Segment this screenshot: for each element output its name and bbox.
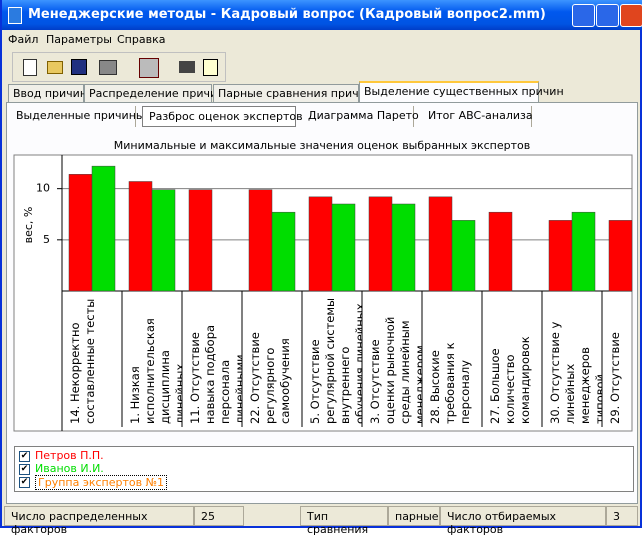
category-cell: 30. Отсутствие у линейных менеджеров тип… (542, 292, 602, 428)
x-tick-label: 3. Отсутствие оценки рыночной среды лине… (368, 316, 422, 424)
category-cell: 28. Высокие требования к персоналу (422, 292, 482, 428)
bar (308, 196, 333, 292)
category-cell: 3. Отсутствие оценки рыночной среды лине… (362, 292, 422, 428)
category-cell: 14. Некорректно составленные тесты (62, 292, 122, 428)
menu-item[interactable]: Файл (8, 33, 39, 46)
print-button[interactable] (99, 60, 117, 75)
x-tick-label: 30. Отсутствие у линейных менеджеров тип… (548, 321, 602, 424)
legend-entry[interactable]: Петров П.П. (35, 449, 104, 462)
chart: Минимальные и максимальные значения оцен… (13, 139, 633, 432)
bar (548, 220, 573, 292)
bar (571, 211, 596, 292)
status-label: Число распределенных факторов (4, 506, 194, 536)
bar (331, 203, 356, 292)
settings-button[interactable] (139, 58, 159, 78)
status-label: Тип сравнения (300, 506, 388, 536)
x-tick-label: 11. Отсутствие навыка подбора персонала … (188, 324, 242, 424)
category-cell: 5. Отсутствие регулярной системы внутрен… (302, 292, 362, 428)
menu-item[interactable]: Параметры (46, 33, 112, 46)
x-tick-label: 27. Большое количество командировок (488, 336, 532, 424)
x-tick-label: 29. Отсутствие (608, 332, 622, 424)
status-label: Число отбираемых факторов (440, 506, 606, 536)
maximize-button[interactable] (596, 4, 619, 27)
status-value: парные (388, 506, 440, 526)
legend-entry[interactable]: Иванов И.И. (35, 462, 104, 475)
bar (428, 196, 453, 292)
app-icon (8, 7, 22, 24)
bar (271, 211, 296, 292)
y-tick-label: 5 (43, 233, 50, 246)
bar (91, 165, 116, 292)
camera-button[interactable] (179, 61, 195, 73)
legend-checkbox[interactable]: ✔ (19, 451, 30, 462)
subtab[interactable]: Диаграмма Парето (302, 106, 419, 127)
open-button[interactable] (47, 61, 63, 74)
bar (608, 220, 633, 292)
subtab[interactable]: Итог ABC-анализа (422, 106, 533, 127)
bar (188, 189, 213, 292)
bar (151, 189, 176, 292)
bar (368, 196, 393, 292)
bar (68, 174, 93, 292)
y-axis-label: вес, % (22, 207, 35, 244)
menu-item[interactable]: Справка (117, 33, 166, 46)
status-value: 3 (606, 506, 638, 526)
category-cell: 22. Отсутствие регулярного самообучения (242, 292, 302, 428)
x-tick-label: 5. Отсутствие регулярной системы внутрен… (308, 297, 362, 424)
category-cell: 27. Большое количество командировок (482, 292, 542, 428)
title-bar: Менеджерские методы - Кадровый вопрос (К… (2, 0, 642, 30)
tab[interactable]: Ввод причин (8, 84, 87, 102)
status-value: 25 (194, 506, 244, 526)
legend-checkbox[interactable]: ✔ (19, 464, 30, 475)
save-button[interactable] (71, 59, 87, 75)
x-tick-label: 14. Некорректно составленные тесты (68, 298, 97, 424)
window-title: Менеджерские методы - Кадровый вопрос (К… (28, 7, 546, 22)
y-tick-label: 10 (36, 182, 50, 195)
legend-checkbox[interactable]: ✔ (19, 477, 30, 488)
new-button[interactable] (23, 59, 37, 76)
x-tick-label: 28. Высокие требования к персоналу (428, 342, 472, 424)
subtab[interactable]: Выделенные причины (10, 106, 145, 127)
tab[interactable]: Выделение существенных причин (359, 81, 564, 102)
tab[interactable]: Распределение причин (84, 84, 224, 102)
help-button[interactable] (203, 59, 218, 76)
chart-title: Минимальные и максимальные значения оцен… (114, 139, 531, 152)
x-tick-label: 1. Низкая исполнительская дисциплина лин… (128, 318, 182, 424)
toolbar (12, 52, 226, 82)
legend: ✔ Петров П.П. ✔ Иванов И.И. ✔ Группа эксперто… (14, 446, 634, 492)
minimize-button[interactable] (572, 4, 595, 27)
category-cell: 29. Отсутствие (602, 292, 630, 428)
subtab[interactable]: Разброс оценок экспертов (142, 106, 303, 127)
x-tick-label: 22. Отсутствие регулярного самообучения (248, 332, 292, 424)
bar (391, 203, 416, 292)
legend-entry[interactable]: Группа экспертов №1 (35, 475, 168, 490)
bar (248, 189, 273, 292)
category-cell: 11. Отсутствие навыка подбора персонала … (182, 292, 242, 428)
category-cell: 1. Низкая исполнительская дисциплина лин… (122, 292, 182, 428)
bar (451, 220, 476, 292)
bar (488, 211, 513, 292)
tab[interactable]: Парные сравнения причин (213, 84, 373, 102)
close-button[interactable] (620, 4, 642, 27)
bar (128, 181, 153, 292)
